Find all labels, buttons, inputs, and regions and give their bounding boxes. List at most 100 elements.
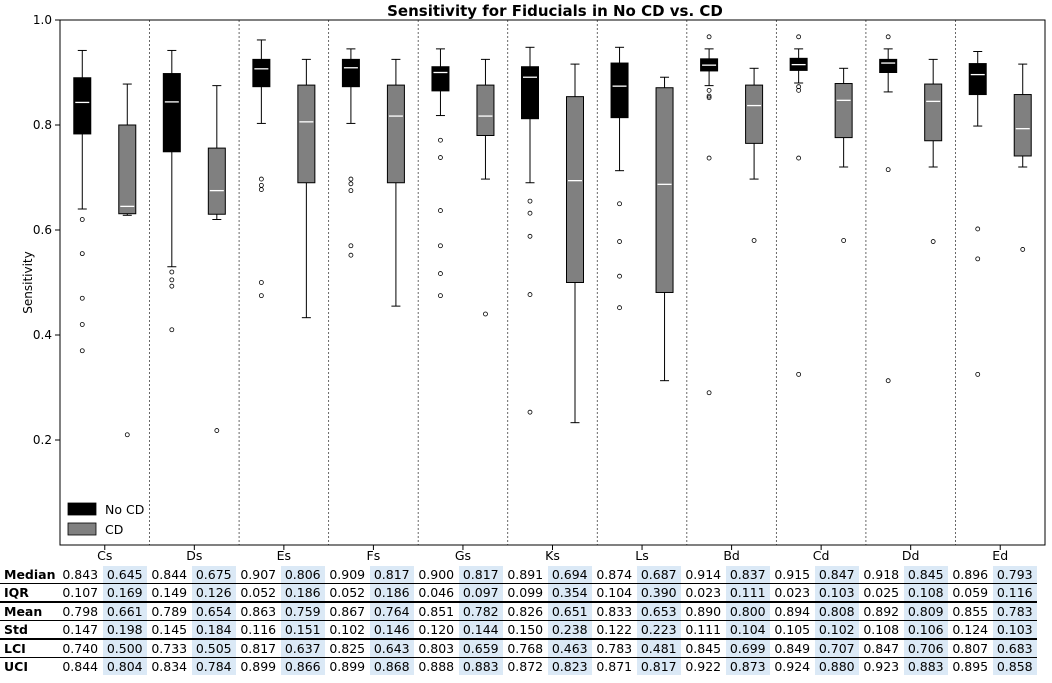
legend-label: CD [105, 522, 123, 537]
outlier-point [483, 311, 488, 317]
table-cell: 0.108 [859, 620, 904, 640]
x-tick-label: Cd [813, 548, 830, 563]
table-cell: 0.105 [770, 620, 815, 640]
outlier-point [975, 256, 981, 262]
table-cell: 0.817 [458, 566, 503, 584]
table-cell: 0.871 [596, 659, 633, 674]
x-tick-label: Ed [992, 548, 1008, 563]
outlier-point [79, 251, 85, 257]
table-cell: 0.826 [503, 602, 548, 621]
outlier-point [438, 293, 443, 299]
box-plot: 0.2 0.4 0.6 0.8 1.0 Cs Ds Es Fs Gs Ks Ls Bd Cd Dd Ed S… [21, 13, 1046, 563]
table-cell: 0.661 [102, 602, 147, 621]
table-cell: 0.120 [414, 620, 459, 640]
table-cell: 0.891 [503, 566, 548, 584]
box-iqr [207, 147, 226, 215]
outlier-point [796, 155, 802, 161]
box-Ds-cd [207, 85, 226, 433]
outlier-point [796, 34, 802, 40]
table-cell: 0.867 [325, 602, 370, 621]
box-Fs-cd [386, 58, 405, 307]
table-cell: 0.895 [952, 659, 989, 674]
outlier-point [438, 243, 443, 249]
table-cell: 0.888 [418, 659, 455, 674]
table-cell: 0.683 [992, 639, 1037, 658]
outlier-point [1020, 247, 1026, 252]
table-cell: 0.025 [859, 583, 904, 603]
box-Ed-cd [1013, 63, 1032, 252]
y-tick-label: 0.8 [33, 118, 52, 132]
table-cell: 0.900 [414, 566, 459, 584]
outlier-point [706, 390, 712, 396]
outlier-point [617, 239, 622, 244]
table-cell: 0.855 [948, 602, 993, 621]
plot-frame [59, 19, 1046, 546]
table-cell: 0.463 [547, 639, 592, 658]
box-plot-marks [73, 34, 1032, 438]
y-tick-label: 0.2 [33, 433, 52, 447]
table-cell: 0.844 [62, 659, 99, 674]
box-iqr [566, 96, 584, 284]
table-cell: 0.872 [507, 659, 544, 674]
table-cell: 0.116 [992, 583, 1037, 603]
table-cell: 0.102 [325, 620, 370, 640]
outlier-point [706, 93, 712, 99]
outlier-point [930, 239, 936, 244]
table-cell: 0.782 [458, 602, 503, 621]
outlier-point [975, 226, 981, 232]
table-cell: 0.834 [151, 659, 188, 674]
table-cell: 0.147 [58, 620, 103, 640]
outlier-point [706, 155, 712, 161]
outlier-point [527, 409, 533, 415]
table-cell: 0.238 [547, 620, 592, 640]
table-cell: 0.918 [859, 566, 904, 584]
table-cell: 0.800 [725, 602, 770, 621]
table-cell: 0.768 [503, 639, 548, 658]
row-label: Median [0, 566, 58, 584]
box-iqr [297, 84, 316, 184]
x-tick-label: Bd [723, 548, 740, 563]
table-cell: 0.804 [102, 657, 147, 675]
box-Bd-no-cd [700, 34, 719, 396]
table-row: Median 0.843 0.645 0.844 0.675 0.907 0.806 0.90… [0, 566, 1037, 584]
outlier-point [438, 137, 443, 143]
x-tick-label: Cs [97, 548, 112, 563]
outlier-point [169, 327, 175, 333]
table-cell: 0.833 [592, 602, 637, 621]
table-cell: 0.103 [814, 583, 859, 603]
box-iqr [745, 84, 764, 144]
table-cell: 0.894 [770, 602, 815, 621]
box-iqr [1013, 94, 1032, 157]
table-cell: 0.733 [147, 639, 192, 658]
box-iqr [73, 77, 92, 135]
outlier-point [258, 176, 264, 182]
table-cell: 0.675 [191, 566, 236, 584]
table-cell: 0.107 [58, 583, 103, 603]
table-cell: 0.699 [725, 639, 770, 658]
outlier-point [214, 428, 220, 433]
table-cell: 0.198 [102, 620, 147, 640]
outlier-point [348, 188, 354, 194]
table-cell: 0.798 [58, 602, 103, 621]
outlier-point [706, 95, 712, 101]
table-row: LCI 0.740 0.500 0.733 0.505 0.817 0.637 0.825 0.… [0, 639, 1037, 658]
table-cell: 0.023 [770, 583, 815, 603]
box-iqr [476, 84, 495, 136]
table-cell: 0.874 [592, 566, 637, 584]
table-cell: 0.122 [592, 620, 637, 640]
box-Dd-no-cd [879, 34, 898, 384]
table-cell: 0.116 [236, 620, 281, 640]
table-row: UCI 0.844 0.804 0.834 0.784 0.899 0.866 0.899 0.… [0, 657, 1037, 675]
table-cell: 0.868 [369, 657, 414, 675]
box-iqr [118, 124, 137, 215]
table-cell: 0.186 [369, 583, 414, 603]
table-cell: 0.354 [547, 583, 592, 603]
table-cell: 0.146 [369, 620, 414, 640]
table-cell: 0.847 [859, 639, 904, 658]
outlier-point [348, 176, 354, 182]
table-cell: 0.803 [414, 639, 459, 658]
box-iqr [386, 84, 405, 184]
outlier-point [706, 34, 712, 40]
outlier-point [258, 280, 264, 285]
y-tick-label: 0.6 [33, 223, 52, 237]
